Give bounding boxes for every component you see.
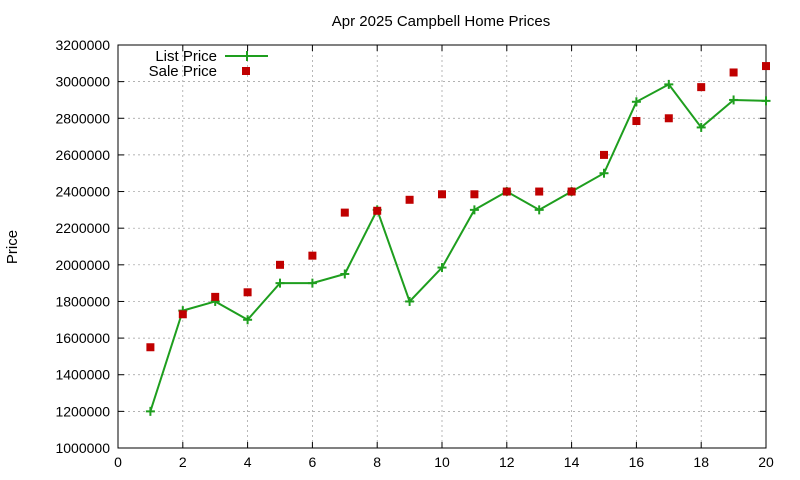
y-tick-label: 3200000 bbox=[55, 37, 110, 53]
sale-price-point bbox=[470, 190, 479, 199]
x-tick-label: 8 bbox=[373, 454, 381, 470]
x-tick-label: 18 bbox=[693, 454, 709, 470]
sale-price-point bbox=[535, 187, 544, 196]
x-tick-label: 10 bbox=[434, 454, 450, 470]
x-tick-label: 14 bbox=[564, 454, 580, 470]
list-price-point bbox=[307, 278, 317, 288]
list-price-point bbox=[761, 96, 771, 106]
x-tick-label: 6 bbox=[309, 454, 317, 470]
list-price-point bbox=[664, 79, 674, 89]
y-tick-label: 1800000 bbox=[55, 293, 110, 309]
list-price-point bbox=[405, 296, 415, 306]
sale-price-point bbox=[502, 187, 511, 196]
y-tick-label: 2800000 bbox=[55, 110, 110, 126]
sale-price-point bbox=[373, 206, 382, 215]
legend-sale-price-marker bbox=[242, 67, 250, 75]
legend-list-price-marker bbox=[242, 51, 252, 61]
sale-price-point bbox=[146, 343, 155, 352]
x-axis-ticks: 0 2 4 6 8 10 12 14 16 18 20 bbox=[114, 45, 774, 470]
y-tick-label: 2000000 bbox=[55, 257, 110, 273]
legend: List Price Sale Price bbox=[149, 48, 268, 80]
y-axis-label: Price bbox=[4, 230, 21, 264]
list-price-point bbox=[599, 168, 609, 178]
y-tick-label: 1200000 bbox=[55, 403, 110, 419]
y-axis-ticks: 1000000 1200000 1400000 1600000 1800000 20000… bbox=[55, 37, 766, 456]
legend-list-price-label: List Price bbox=[155, 48, 217, 65]
x-tick-label: 20 bbox=[758, 454, 774, 470]
sale-price-point bbox=[729, 68, 738, 77]
list-price-point bbox=[275, 278, 285, 288]
x-tick-label: 12 bbox=[499, 454, 515, 470]
list-price-point bbox=[243, 315, 253, 325]
sale-price-point bbox=[308, 251, 317, 260]
sale-price-point bbox=[243, 288, 252, 297]
list-price-point bbox=[145, 406, 155, 416]
sale-price-point bbox=[211, 292, 220, 301]
series-layer bbox=[145, 62, 771, 416]
y-tick-label: 1600000 bbox=[55, 330, 110, 346]
y-tick-label: 3000000 bbox=[55, 74, 110, 90]
legend-sale-price-label: Sale Price bbox=[149, 63, 217, 80]
list-price-point bbox=[437, 263, 447, 273]
sale-price-point bbox=[762, 62, 770, 71]
sale-price-point bbox=[632, 117, 641, 126]
sale-price-point bbox=[567, 187, 576, 196]
y-tick-label: 2400000 bbox=[55, 184, 110, 200]
list-price-point bbox=[469, 205, 479, 215]
sale-price-point bbox=[664, 114, 673, 123]
x-tick-label: 16 bbox=[629, 454, 645, 470]
y-tick-label: 1000000 bbox=[55, 440, 110, 456]
list-price-point bbox=[729, 95, 739, 105]
y-tick-label: 2600000 bbox=[55, 147, 110, 163]
y-tick-label: 2200000 bbox=[55, 220, 110, 236]
sale-price-point bbox=[438, 190, 446, 199]
grid-lines bbox=[118, 45, 766, 448]
sale-price-point bbox=[600, 150, 608, 159]
sale-price-point bbox=[340, 208, 349, 217]
x-tick-label: 2 bbox=[179, 454, 187, 470]
sale-price-point bbox=[178, 310, 187, 319]
sale-price-point bbox=[276, 260, 284, 269]
list-price-point bbox=[696, 122, 706, 132]
sale-price-point bbox=[405, 195, 414, 204]
list-price-point bbox=[631, 97, 641, 107]
chart-title: Apr 2025 Campbell Home Prices bbox=[332, 13, 550, 30]
list-price-point bbox=[340, 269, 350, 279]
y-tick-label: 1400000 bbox=[55, 367, 110, 383]
list-price-point bbox=[534, 205, 544, 215]
x-tick-label: 0 bbox=[114, 454, 122, 470]
list-price-line bbox=[149, 83, 767, 412]
x-tick-label: 4 bbox=[244, 454, 252, 470]
sale-price-point bbox=[697, 83, 706, 92]
